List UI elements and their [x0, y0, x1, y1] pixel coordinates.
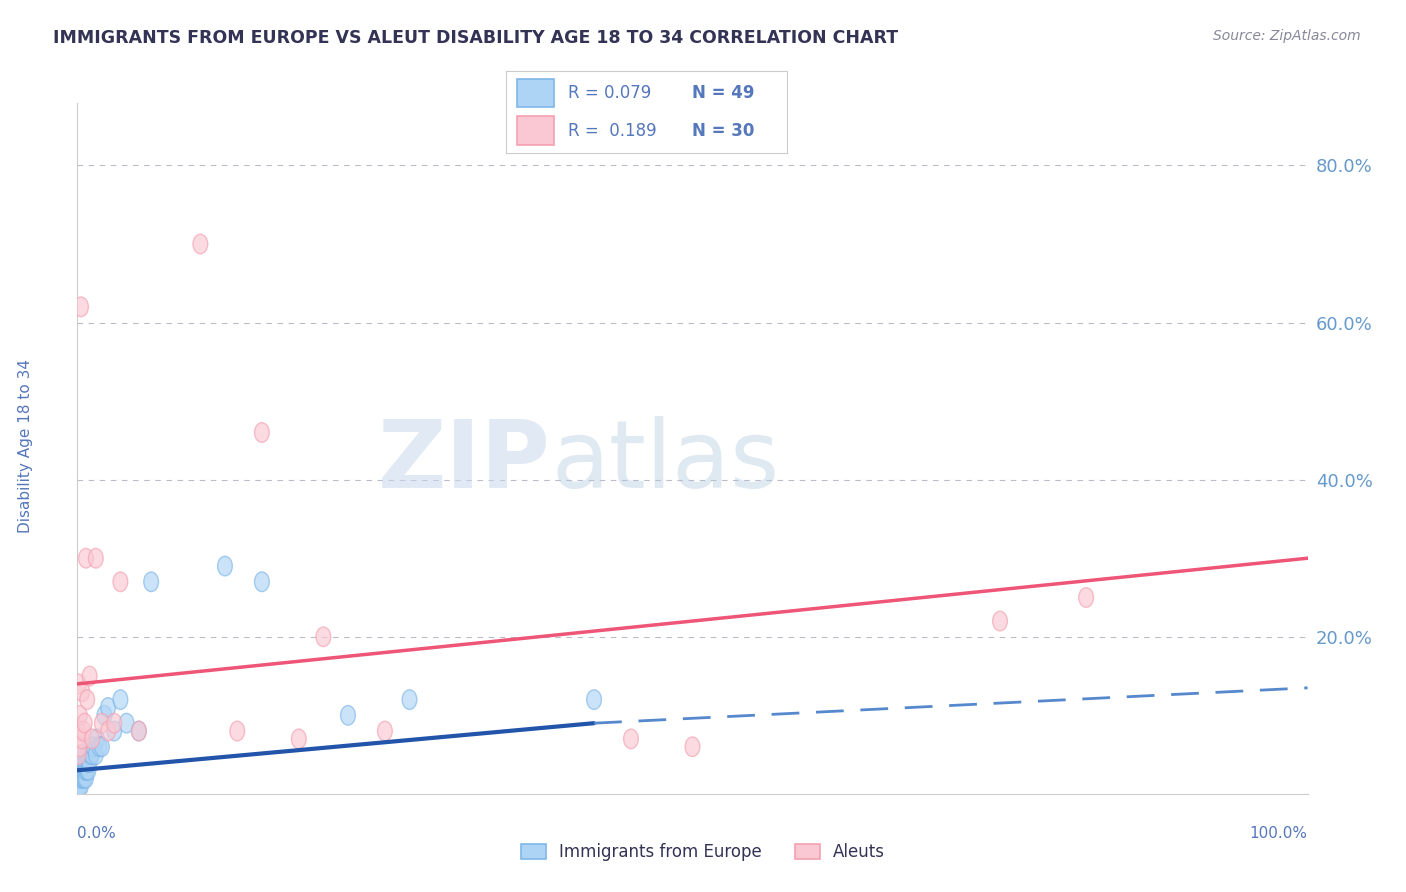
- Ellipse shape: [72, 722, 86, 741]
- Ellipse shape: [94, 714, 110, 733]
- Ellipse shape: [82, 753, 97, 772]
- Ellipse shape: [82, 753, 96, 772]
- Ellipse shape: [73, 776, 87, 796]
- Ellipse shape: [72, 674, 86, 694]
- Ellipse shape: [72, 761, 86, 780]
- Ellipse shape: [84, 729, 100, 748]
- Ellipse shape: [132, 722, 146, 741]
- Ellipse shape: [107, 714, 122, 733]
- Ellipse shape: [84, 745, 100, 764]
- Ellipse shape: [120, 714, 134, 733]
- Ellipse shape: [76, 753, 91, 772]
- Ellipse shape: [86, 737, 101, 756]
- Text: R = 0.079: R = 0.079: [568, 84, 651, 102]
- Ellipse shape: [75, 768, 90, 788]
- Ellipse shape: [112, 572, 128, 591]
- Ellipse shape: [79, 768, 93, 788]
- Legend: Immigrants from Europe, Aleuts: Immigrants from Europe, Aleuts: [515, 837, 891, 868]
- Ellipse shape: [112, 690, 128, 709]
- Ellipse shape: [231, 722, 245, 741]
- Ellipse shape: [1078, 588, 1094, 607]
- Text: R =  0.189: R = 0.189: [568, 122, 657, 140]
- Ellipse shape: [75, 761, 90, 780]
- Ellipse shape: [77, 761, 93, 780]
- Ellipse shape: [77, 745, 93, 764]
- Ellipse shape: [82, 737, 97, 756]
- Ellipse shape: [586, 690, 602, 709]
- Ellipse shape: [80, 745, 94, 764]
- Ellipse shape: [73, 706, 87, 725]
- Ellipse shape: [90, 729, 104, 748]
- Ellipse shape: [340, 706, 356, 725]
- Ellipse shape: [75, 753, 90, 772]
- Ellipse shape: [76, 768, 91, 788]
- Text: IMMIGRANTS FROM EUROPE VS ALEUT DISABILITY AGE 18 TO 34 CORRELATION CHART: IMMIGRANTS FROM EUROPE VS ALEUT DISABILI…: [53, 29, 898, 46]
- Text: Disability Age 18 to 34: Disability Age 18 to 34: [18, 359, 32, 533]
- Ellipse shape: [93, 737, 107, 756]
- Ellipse shape: [79, 549, 93, 568]
- Ellipse shape: [73, 297, 89, 317]
- Ellipse shape: [73, 776, 89, 796]
- Ellipse shape: [143, 572, 159, 591]
- Text: 100.0%: 100.0%: [1250, 826, 1308, 840]
- Ellipse shape: [89, 549, 103, 568]
- Ellipse shape: [72, 768, 86, 788]
- Ellipse shape: [75, 729, 90, 748]
- Ellipse shape: [73, 761, 87, 780]
- Ellipse shape: [73, 761, 89, 780]
- Ellipse shape: [76, 722, 91, 741]
- Ellipse shape: [82, 761, 96, 780]
- FancyBboxPatch shape: [517, 78, 554, 107]
- Ellipse shape: [993, 611, 1008, 631]
- Text: N = 49: N = 49: [692, 84, 754, 102]
- Ellipse shape: [73, 768, 89, 788]
- Ellipse shape: [193, 235, 208, 254]
- Ellipse shape: [402, 690, 418, 709]
- Ellipse shape: [82, 666, 97, 686]
- Ellipse shape: [316, 627, 330, 647]
- Text: 0.0%: 0.0%: [77, 826, 117, 840]
- Text: N = 30: N = 30: [692, 122, 754, 140]
- Ellipse shape: [73, 753, 87, 772]
- Ellipse shape: [72, 745, 86, 764]
- Ellipse shape: [73, 737, 87, 756]
- Ellipse shape: [94, 737, 110, 756]
- Ellipse shape: [378, 722, 392, 741]
- Ellipse shape: [132, 722, 146, 741]
- Ellipse shape: [218, 557, 232, 576]
- Ellipse shape: [72, 776, 86, 796]
- Ellipse shape: [75, 682, 90, 702]
- Ellipse shape: [73, 768, 87, 788]
- Ellipse shape: [77, 714, 93, 733]
- Ellipse shape: [254, 423, 270, 442]
- Ellipse shape: [101, 722, 115, 741]
- Ellipse shape: [80, 690, 94, 709]
- Text: ZIP: ZIP: [378, 416, 551, 508]
- Ellipse shape: [685, 737, 700, 756]
- Ellipse shape: [254, 572, 270, 591]
- Ellipse shape: [79, 753, 93, 772]
- Ellipse shape: [77, 768, 93, 788]
- Ellipse shape: [76, 761, 91, 780]
- FancyBboxPatch shape: [517, 117, 554, 145]
- Ellipse shape: [73, 753, 89, 772]
- Ellipse shape: [624, 729, 638, 748]
- Ellipse shape: [101, 698, 115, 717]
- Ellipse shape: [97, 706, 112, 725]
- Ellipse shape: [291, 729, 307, 748]
- Ellipse shape: [79, 761, 93, 780]
- Ellipse shape: [107, 722, 122, 741]
- Ellipse shape: [73, 745, 89, 764]
- Ellipse shape: [80, 761, 94, 780]
- Text: atlas: atlas: [551, 416, 779, 508]
- Ellipse shape: [83, 745, 98, 764]
- Text: Source: ZipAtlas.com: Source: ZipAtlas.com: [1213, 29, 1361, 43]
- Ellipse shape: [89, 745, 103, 764]
